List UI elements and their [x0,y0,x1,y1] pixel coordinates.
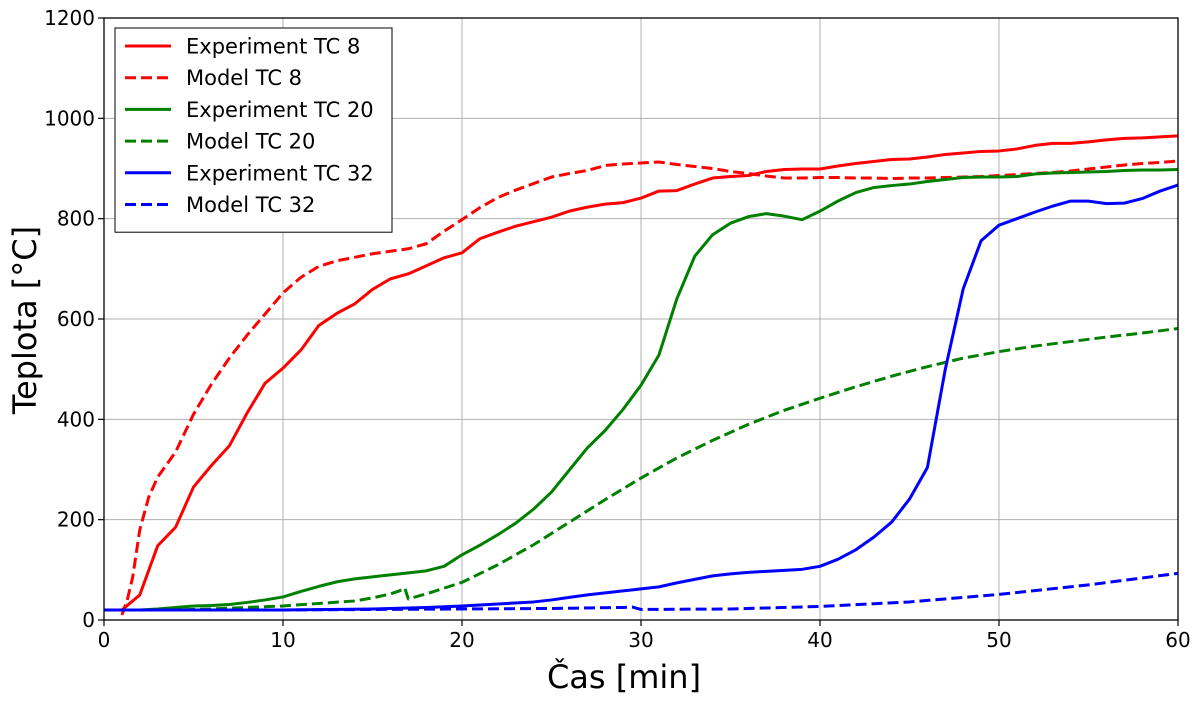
y-tick-label: 1000 [44,106,95,130]
x-axis-label: Čas [min] [547,657,701,696]
y-tick-label: 1200 [44,6,95,30]
series-line-experiment-tc-32 [104,183,1179,612]
x-tick-label: 20 [449,628,474,652]
series-line-experiment-tc-8 [104,134,1179,612]
series-layer [104,134,1179,616]
y-tick-label: 400 [57,407,95,431]
legend-label-model-tc-20: Model TC 20 [186,130,315,154]
y-tick-label: 600 [57,307,95,331]
y-tick-label: 0 [82,608,95,632]
y-axis: 0 200 400 600 800 1000 1200 [44,6,104,632]
legend: Experiment TC 8 Model TC 8 Experiment TC 2… [114,27,393,233]
legend-label-experiment-tc-8: Experiment TC 8 [186,35,360,59]
legend-label-model-tc-32: Model TC 32 [186,193,315,217]
legend-label-experiment-tc-32: Experiment TC 32 [186,161,374,185]
x-axis: 0 10 20 30 40 50 60 [98,620,1191,652]
series-line-experiment-tc-20 [104,168,1179,612]
series-line-model-tc-20 [104,327,1179,612]
y-tick-label: 200 [57,508,95,532]
y-tick-label: 800 [57,207,95,231]
x-tick-label: 40 [807,628,832,652]
series-line-model-tc-32 [104,571,1179,612]
y-axis-label: Teplota [°C] [6,226,44,415]
x-tick-label: 10 [270,628,295,652]
x-tick-label: 50 [986,628,1011,652]
x-tick-label: 0 [98,628,111,652]
legend-label-experiment-tc-20: Experiment TC 20 [186,98,374,122]
x-tick-label: 60 [1165,628,1190,652]
x-tick-label: 30 [628,628,653,652]
legend-box [114,27,393,233]
legend-label-model-tc-8: Model TC 8 [186,66,302,90]
